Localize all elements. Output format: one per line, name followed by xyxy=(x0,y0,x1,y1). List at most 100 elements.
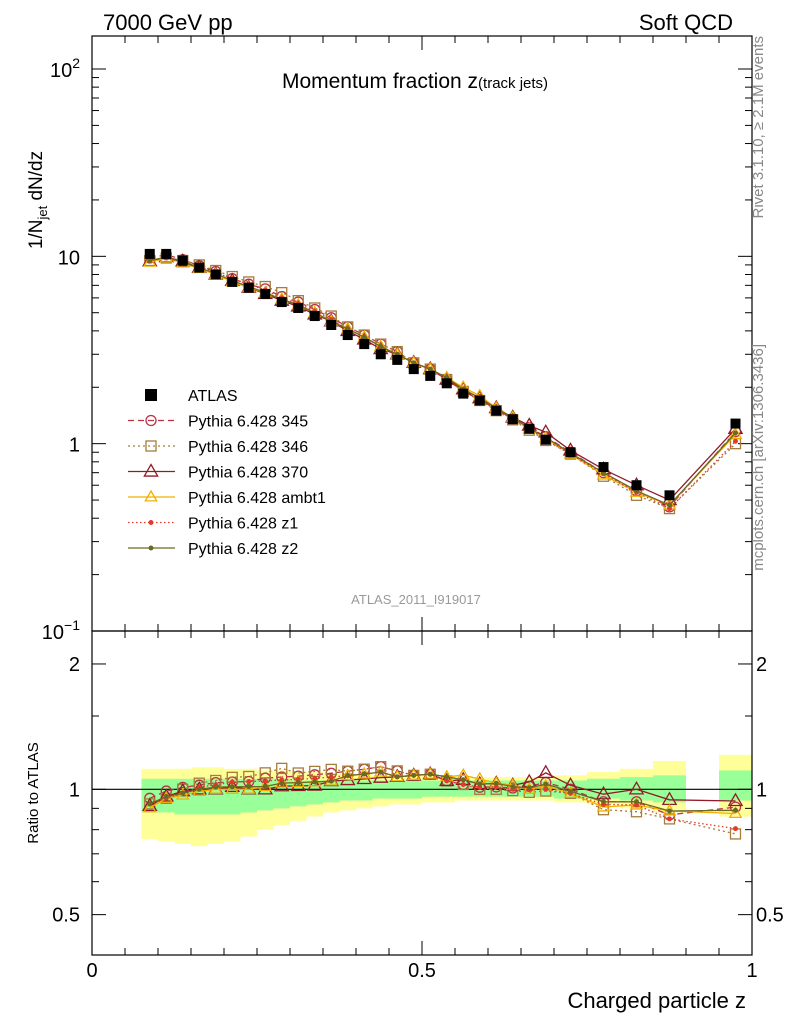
data-point xyxy=(458,388,469,399)
data-point xyxy=(392,354,403,365)
ratio-series-point xyxy=(306,777,323,791)
ratio-series-point xyxy=(663,813,676,825)
data-point xyxy=(326,319,337,330)
main-y-tick-label: 1 xyxy=(69,435,80,457)
mcplots-label: mcplots.cern.ch [arXiv:1306.3436] xyxy=(750,344,767,571)
main-y-tick-exp: 2 xyxy=(72,55,80,71)
header-left: 7000 GeV pp xyxy=(103,10,233,35)
legend-label: Pythia 6.428 370 xyxy=(188,465,308,482)
ratio-series-point xyxy=(378,769,384,775)
ratio-series xyxy=(141,761,744,840)
legend-label: Pythia 6.428 z2 xyxy=(188,541,298,558)
data-point xyxy=(631,480,642,491)
ratio-series-point xyxy=(629,797,644,810)
ratio-series-line xyxy=(149,766,736,835)
data-point xyxy=(441,378,452,389)
ratio-series-point xyxy=(601,799,606,805)
ratio-series-point xyxy=(274,775,289,788)
data-point xyxy=(524,423,535,434)
ratio-series-point xyxy=(339,771,356,786)
ratio-series-point xyxy=(290,777,307,792)
main-y-tick-label: 10 xyxy=(58,247,80,269)
legend-marker xyxy=(144,489,158,502)
ratio-series-point xyxy=(526,785,532,791)
main-series-point xyxy=(728,427,743,439)
ratio-band-green xyxy=(356,780,373,801)
header-right: Soft QCD xyxy=(639,10,733,35)
ratio-band-green xyxy=(339,780,356,801)
data-point xyxy=(177,255,188,266)
ratio-axes: 2 2 1 1 0.5 0.5 0 0.5 1 xyxy=(52,631,784,982)
legend-label: Pythia 6.428 346 xyxy=(188,439,308,456)
ratio-series-point xyxy=(733,826,738,832)
ratio-series-point xyxy=(727,792,744,807)
ratio-series-point xyxy=(493,780,499,786)
ratio-series-point xyxy=(423,766,438,779)
data-point xyxy=(243,282,254,293)
data-point xyxy=(598,462,609,473)
main-series-point xyxy=(147,257,153,263)
data-point xyxy=(194,262,205,273)
data-point xyxy=(359,339,370,350)
legend-marker xyxy=(148,545,154,551)
main-y-label: 1/Njet dN/dz xyxy=(26,151,50,249)
data-point xyxy=(293,302,304,313)
ratio-series-point xyxy=(728,806,743,819)
x-axis-label: Charged particle z xyxy=(567,988,746,1013)
ratio-series-point xyxy=(262,783,268,789)
ratio-series-line xyxy=(149,771,736,812)
main-series-point xyxy=(427,366,433,372)
ratio-series-point xyxy=(312,779,318,785)
ratio-series-point xyxy=(628,781,645,795)
ratio-series-point xyxy=(224,778,241,793)
main-series-point xyxy=(667,502,672,508)
ratio-series-point xyxy=(357,766,372,779)
ratio-y-tick-label-left: 0.5 xyxy=(52,905,80,927)
main-y-tick-label: 102 xyxy=(50,55,80,82)
ratio-series-point xyxy=(276,762,288,775)
analysis-id: ATLAS_2011_I919017 xyxy=(351,592,481,607)
ratio-series-point xyxy=(361,771,367,777)
ratio-series-point xyxy=(510,784,516,790)
data-point xyxy=(730,418,741,429)
ratio-series-point xyxy=(142,800,157,813)
main-data-points xyxy=(144,248,741,501)
ratio-series-point xyxy=(229,784,235,790)
ratio-y-tick-label-right: 2 xyxy=(756,654,767,676)
ratio-series-point xyxy=(259,767,271,779)
ratio-bands xyxy=(141,754,752,847)
legend-marker xyxy=(148,520,154,525)
chart-title-main: Momentum fraction z xyxy=(282,70,478,93)
data-point xyxy=(210,269,221,280)
ratio-series-point xyxy=(537,764,554,779)
legend-label: Pythia 6.428 ambt1 xyxy=(188,490,326,507)
ratio-band-green xyxy=(719,770,752,801)
ratio-series-point xyxy=(438,772,455,787)
main-y-tick-base: 1 xyxy=(69,435,80,457)
ratio-series-point xyxy=(174,782,191,797)
data-point xyxy=(309,311,320,322)
chart-title-sub: (track jets) xyxy=(478,75,548,92)
main-y-tick-base: 10 xyxy=(58,247,80,269)
ratio-series-point xyxy=(411,772,417,778)
ratio-series-point xyxy=(444,778,450,784)
ratio-series-point xyxy=(163,793,169,799)
ratio-series-point xyxy=(733,807,738,813)
x-tick-label: 1 xyxy=(746,960,757,982)
ratio-y-tick-label-right: 0.5 xyxy=(756,905,784,927)
ratio-series-point xyxy=(340,768,355,781)
data-point xyxy=(276,297,287,308)
data-point xyxy=(144,248,155,259)
ratio-series-point xyxy=(543,781,549,787)
legend-marker xyxy=(145,440,157,452)
ratio-series-point xyxy=(595,785,612,800)
data-point xyxy=(425,370,436,381)
ratio-series-point xyxy=(460,777,466,783)
ratio-series-point xyxy=(427,771,433,777)
data-point xyxy=(491,405,502,416)
ratio-series-point xyxy=(568,788,573,794)
data-point xyxy=(375,349,386,360)
